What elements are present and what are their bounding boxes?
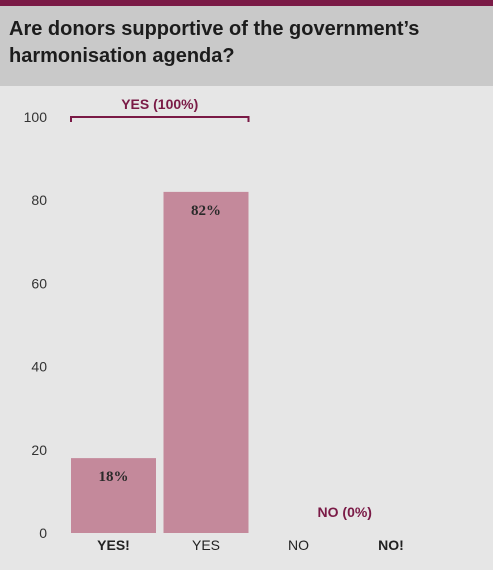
annotation-label: NO (0%) xyxy=(318,504,372,520)
x-tick-label: YES xyxy=(192,537,220,553)
y-tick-label: 0 xyxy=(39,525,47,541)
y-tick-label: 60 xyxy=(31,275,47,291)
y-tick-label: 20 xyxy=(31,442,47,458)
annotation-label: YES (100%) xyxy=(121,96,198,112)
y-tick-label: 80 xyxy=(31,192,47,208)
y-tick-label: 100 xyxy=(24,109,48,125)
top-accent-bar xyxy=(0,0,493,6)
bar xyxy=(163,191,249,533)
bar xyxy=(71,458,156,533)
y-tick-label: 40 xyxy=(31,359,47,375)
chart-title: Are donors supportive of the government’… xyxy=(9,18,420,67)
data-label: 18% xyxy=(99,469,129,485)
x-tick-label: YES! xyxy=(97,537,130,553)
data-label: 82% xyxy=(191,203,221,219)
annotation-bracket xyxy=(70,116,250,122)
bar-chart: 0 20 40 60 80 100 18% 82% YES! YES NO NO! YES (100%)… xyxy=(24,96,404,553)
x-tick-label: NO! xyxy=(378,537,404,553)
title-band: Are donors supportive of the government’… xyxy=(0,6,493,86)
x-tick-label: NO xyxy=(288,537,309,553)
